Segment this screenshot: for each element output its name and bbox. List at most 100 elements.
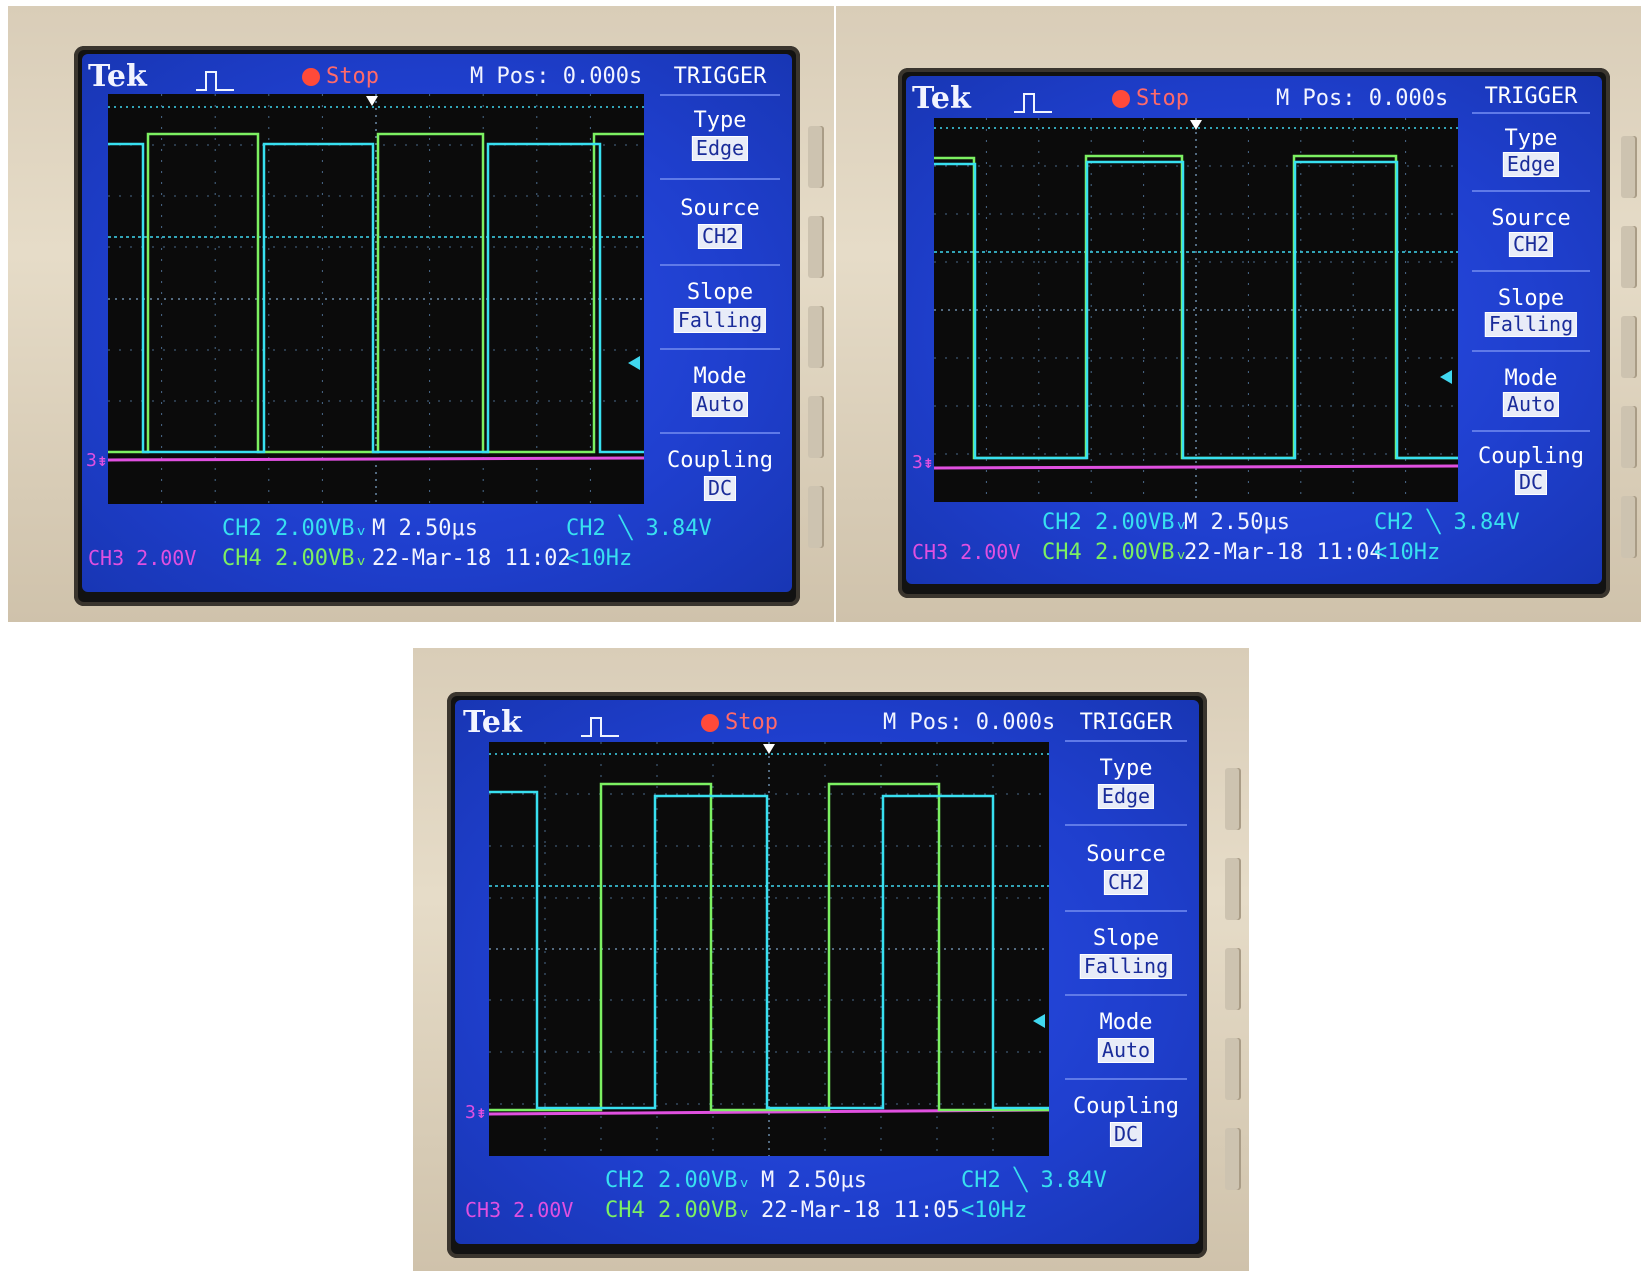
brand-logo: Tek [88,59,147,94]
menu-label-type: Type [693,108,747,133]
menu-value-source[interactable]: CH2 [697,224,743,249]
ch4-scale-readout: CH4 2.00VBᵥ [605,1198,751,1223]
ch4-scale-readout: CH4 2.00VBᵥ [222,546,368,571]
trigger-position-marker-icon [763,744,775,754]
ch3-trace [108,456,644,462]
scope-bezel: Tek Stop M Pos: 0.000s [74,46,800,606]
datetime-readout: 22-Mar-18 11:02 [372,546,571,571]
frequency-readout: <10Hz [1374,540,1441,565]
graticule [489,742,1049,1156]
run-state: Stop [725,710,778,735]
datetime-readout: 22-Mar-18 11:05 [761,1198,960,1223]
waveform-display [489,742,1049,1156]
ground-marker: 3⇟ [912,452,934,473]
waveform-display [934,118,1458,502]
trigger-menu: TRIGGER Type Edge Source CH2 Slope Falli… [654,60,786,510]
menu-label-source: Source [1086,842,1166,867]
brand-logo: Tek [463,705,522,740]
trigger-level-marker-icon [1440,370,1452,384]
menu-value-coupling[interactable]: DC [1514,470,1548,495]
datetime-readout: 22-Mar-18 11:04 [1184,540,1383,565]
timebase-readout: M 2.50μs [372,516,478,541]
ch4-trace [108,132,644,454]
ch2-trace [489,790,1049,1110]
ch3-scale-readout: CH3 2.00V [465,1198,574,1222]
menu-value-slope[interactable]: Falling [1079,954,1173,979]
menu-label-coupling: Coupling [667,448,773,473]
menu-label-source: Source [1491,206,1571,231]
ch4-trace [489,782,1049,1112]
acquire-pulse-icon [1014,93,1052,113]
menu-value-slope[interactable]: Falling [673,308,767,333]
menu-label-coupling: Coupling [1073,1094,1179,1119]
ground-marker: 3⇟ [465,1102,487,1123]
menu-label-slope: Slope [1497,286,1565,311]
menu-value-coupling[interactable]: DC [703,476,737,501]
frequency-readout: <10Hz [961,1198,1028,1223]
scope-screen: Tek Stop M Pos: 0.000s [455,700,1199,1244]
scope-photo-3: Tek Stop M Pos: 0.000s [413,648,1249,1271]
graticule [108,94,644,504]
frequency-readout: <10Hz [566,546,633,571]
trigger-menu-title: TRIGGER [1484,84,1578,109]
menu-value-type[interactable]: Edge [1502,152,1560,177]
ch2-trace [934,160,1458,460]
m-pos-readout: M Pos: 0.000s [883,710,1056,735]
scope-screen: Tek Stop M Pos: 0.000s [906,76,1602,584]
brand-logo: Tek [912,81,971,116]
menu-label-mode: Mode [1099,1010,1153,1035]
menu-label-mode: Mode [1504,366,1558,391]
menu-value-source[interactable]: CH2 [1103,870,1149,895]
scope-photo-2: Tek Stop M Pos: 0.000s [836,6,1641,622]
menu-value-mode[interactable]: Auto [1097,1038,1155,1063]
stop-indicator-icon [701,714,719,732]
trigger-position-marker-icon [366,96,378,106]
ch3-scale-readout: CH3 2.00V [88,546,197,570]
trigger-level-marker-icon [628,356,640,370]
ground-marker: 3⇟ [86,450,108,471]
m-pos-readout: M Pos: 0.000s [470,64,643,89]
menu-label-type: Type [1504,126,1558,151]
trigger-level-readout: CH2 ╲ 3.84V [566,516,712,541]
menu-label-type: Type [1099,756,1153,781]
scope-bezel: Tek Stop M Pos: 0.000s [447,692,1207,1258]
scope-bezel: Tek Stop M Pos: 0.000s [898,68,1610,598]
acquire-pulse-icon [196,71,234,91]
run-state: Stop [1136,86,1189,111]
menu-value-coupling[interactable]: DC [1109,1122,1143,1147]
menu-label-mode: Mode [693,364,747,389]
scope-screen: Tek Stop M Pos: 0.000s [82,54,792,592]
menu-value-slope[interactable]: Falling [1484,312,1578,337]
menu-label-source: Source [680,196,760,221]
trigger-position-marker-icon [1190,120,1202,130]
menu-value-source[interactable]: CH2 [1508,232,1554,257]
trigger-level-readout: CH2 ╲ 3.84V [961,1168,1107,1193]
trigger-menu-title: TRIGGER [673,64,767,89]
waveform-display [108,94,644,504]
trigger-menu-title: TRIGGER [1079,710,1173,735]
trigger-level-readout: CH2 ╲ 3.84V [1374,510,1520,535]
ch2-scale-readout: CH2 2.00VBᵥ [1042,510,1188,535]
timebase-readout: M 2.50μs [1184,510,1290,535]
trigger-menu: TRIGGER Type Edge Source CH2 Slope Falli… [1466,80,1596,500]
stop-indicator-icon [302,68,320,86]
scope-photo-1: Tek Stop M Pos: 0.000s [8,6,834,622]
ch2-scale-readout: CH2 2.00VBᵥ [605,1168,751,1193]
run-state: Stop [326,64,379,89]
menu-label-slope: Slope [686,280,754,305]
menu-label-coupling: Coupling [1478,444,1584,469]
ch4-scale-readout: CH4 2.00VBᵥ [1042,540,1188,565]
graticule [934,118,1458,502]
menu-value-type[interactable]: Edge [691,136,749,161]
acquire-pulse-icon [581,717,619,737]
menu-value-type[interactable]: Edge [1097,784,1155,809]
menu-value-mode[interactable]: Auto [1502,392,1560,417]
ch3-trace [934,464,1458,470]
ch2-scale-readout: CH2 2.00VBᵥ [222,516,368,541]
ch3-scale-readout: CH3 2.00V [912,540,1021,564]
menu-value-mode[interactable]: Auto [691,392,749,417]
timebase-readout: M 2.50μs [761,1168,867,1193]
menu-label-slope: Slope [1092,926,1160,951]
stop-indicator-icon [1112,90,1130,108]
m-pos-readout: M Pos: 0.000s [1276,86,1449,111]
